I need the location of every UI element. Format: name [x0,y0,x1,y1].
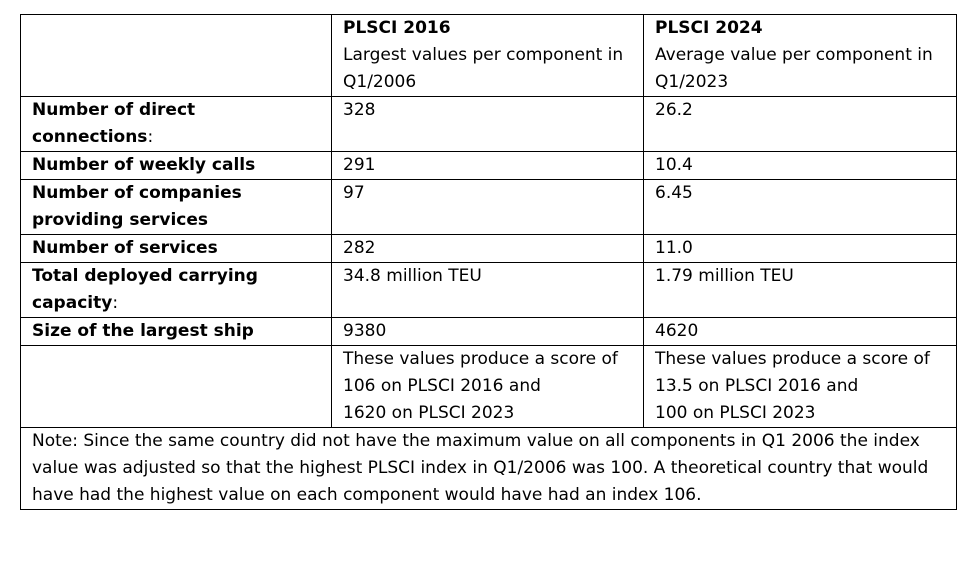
value-2024: 6.45 [643,179,957,235]
value-2024: 11.0 [643,234,957,263]
row-label-colon: : [112,293,119,313]
score-2016-line3: 1620 on PLSCI 2023 [343,403,515,423]
row-label-text: Number of services [32,238,218,258]
plsci-comparison-table: PLSCI 2016 Largest values per component … [20,14,957,510]
value-2024: 4620 [643,317,957,346]
value-2016: 328 [331,96,644,152]
row-label-text: Number of weekly calls [32,155,256,175]
row-label: Number of services [20,234,332,263]
table-row: Number of weekly calls 291 10.4 [20,151,957,180]
value-2016: 282 [331,234,644,263]
header-plsci-2016: PLSCI 2016 Largest values per component … [331,14,644,97]
header-row: PLSCI 2016 Largest values per component … [20,14,957,97]
header-empty-cell [20,14,332,97]
score-2016: These values produce a score of 106 on P… [331,345,644,428]
row-label: Size of the largest ship [20,317,332,346]
value-2016: 97 [331,179,644,235]
header-title-2024: PLSCI 2024 [655,18,763,38]
score-2016-line2: 106 on PLSCI 2016 and [343,376,541,396]
table-row: Total deployed carrying capacity: 34.8 m… [20,262,957,318]
value-2016: 34.8 million TEU [331,262,644,318]
table-row: Number of services 282 11.0 [20,234,957,263]
score-empty-cell [20,345,332,428]
row-label-text: Number of companies providing services [32,183,242,230]
row-label: Number of weekly calls [20,151,332,180]
table-row: Number of companies providing services 9… [20,179,957,235]
row-label: Total deployed carrying capacity: [20,262,332,318]
value-2024: 10.4 [643,151,957,180]
value-2016: 9380 [331,317,644,346]
table-row: Size of the largest ship 9380 4620 [20,317,957,346]
row-label-colon: : [147,127,154,147]
value-2024: 26.2 [643,96,957,152]
note-text: Note: Since the same country did not hav… [20,427,957,510]
table-row: Number of direct connections: 328 26.2 [20,96,957,152]
score-row: These values produce a score of 106 on P… [20,345,957,428]
row-label-text: Size of the largest ship [32,321,254,341]
note-row: Note: Since the same country did not hav… [20,427,957,510]
row-label: Number of companies providing services [20,179,332,235]
row-label-text: Total deployed carrying capacity [32,266,258,313]
header-subtitle-2024: Average value per component in Q1/2023 [655,45,933,92]
header-plsci-2024: PLSCI 2024 Average value per component i… [643,14,957,97]
score-2016-intro: These values produce a score of [343,349,618,369]
score-2024-line3: 100 on PLSCI 2023 [655,403,816,423]
value-2016: 291 [331,151,644,180]
value-2024: 1.79 million TEU [643,262,957,318]
header-subtitle-2016: Largest values per component in Q1/2006 [343,45,624,92]
score-2024-intro: These values produce a score of [655,349,930,369]
score-2024: These values produce a score of 13.5 on … [643,345,957,428]
header-title-2016: PLSCI 2016 [343,18,451,38]
row-label-text: Number of direct connections [32,100,196,147]
score-2024-line2: 13.5 on PLSCI 2016 and [655,376,859,396]
row-label: Number of direct connections: [20,96,332,152]
